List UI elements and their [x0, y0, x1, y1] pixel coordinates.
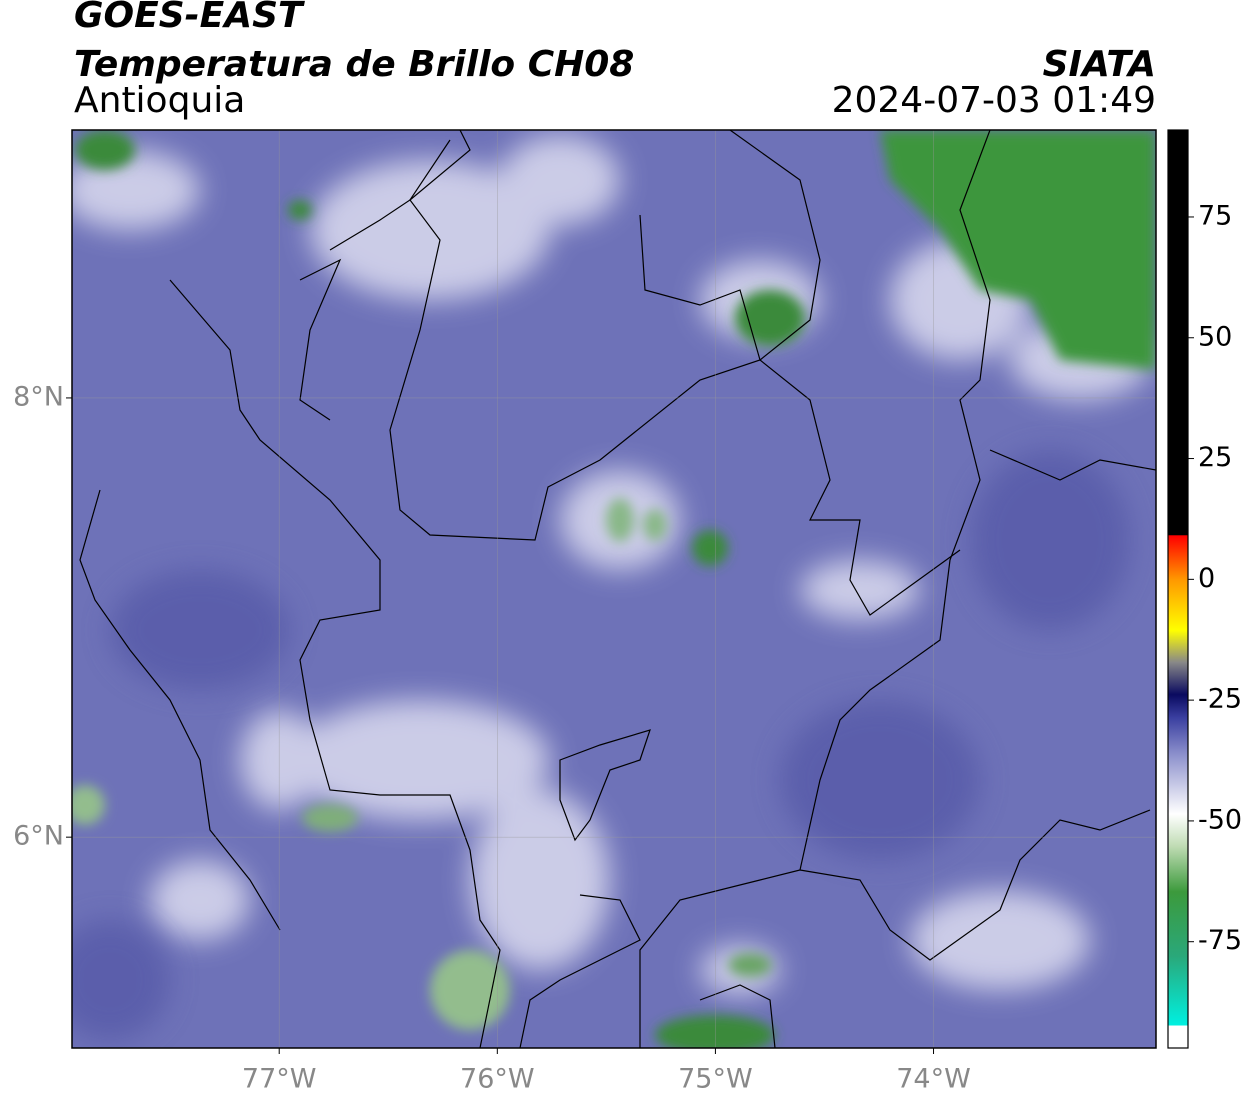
- subtitle: Temperatura de Brillo CH08: [74, 44, 634, 85]
- x-tick-label: 75°W: [678, 1064, 753, 1095]
- y-tick-label: 6°N: [13, 821, 64, 852]
- source: SIATA: [1043, 44, 1156, 85]
- borders: [79, 130, 1156, 1048]
- colorbar-tick-label: 50: [1198, 321, 1232, 352]
- x-tick-label: 76°W: [460, 1064, 535, 1095]
- colorbar-tick-label: 25: [1198, 442, 1232, 473]
- title: GOES-EAST: [74, 0, 305, 36]
- colorbar: [1167, 129, 1189, 1049]
- region: Antioquia: [74, 80, 245, 121]
- y-tick-label: 8°N: [13, 381, 64, 412]
- gridlines: [72, 130, 1156, 1048]
- colorbar-tick-label: -75: [1198, 925, 1242, 956]
- x-tick-label: 77°W: [242, 1064, 317, 1095]
- satellite-image: [72, 130, 1156, 1048]
- colorbar-tick-label: 0: [1198, 563, 1215, 594]
- timestamp: 2024-07-03 01:49: [832, 80, 1156, 121]
- colorbar-tick-label: -25: [1198, 684, 1242, 715]
- x-tick-label: 74°W: [896, 1064, 971, 1095]
- colorbar-tick-label: 75: [1198, 200, 1232, 231]
- colorbar-tick-label: -50: [1198, 804, 1242, 835]
- map-frame: [71, 129, 1157, 1049]
